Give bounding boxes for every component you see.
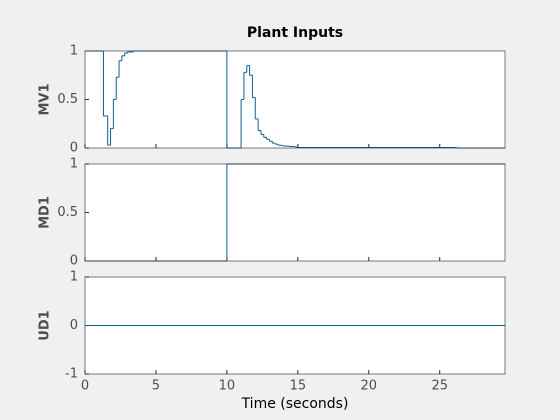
y-tick-label: 0 [70, 318, 78, 333]
y-tick-label: 0.5 [57, 92, 78, 107]
x-axis-label: Time (seconds) [241, 396, 349, 412]
axes-box [84, 50, 506, 149]
y-tick-label: 0 [70, 254, 78, 269]
axes-box [84, 276, 506, 375]
x-tick-label: 15 [290, 379, 307, 394]
x-tick-label: 25 [431, 379, 448, 394]
chart-title: Plant Inputs [247, 25, 343, 41]
x-tick-label: 5 [152, 379, 160, 394]
y-tick-label: 1 [70, 44, 78, 59]
y-tick-label: 0.5 [57, 205, 78, 220]
y-tick-label: 1 [70, 157, 78, 172]
y-axis-label: MD1 [38, 196, 53, 229]
axes-box [84, 163, 506, 262]
y-tick-label: 1 [70, 270, 78, 285]
y-tick-label: 0 [70, 141, 78, 156]
y-axis-label: MV1 [38, 83, 53, 115]
axes-background [85, 51, 505, 148]
axes-background [85, 164, 505, 261]
y-axis-label: UD1 [38, 310, 53, 340]
x-tick-label: 10 [219, 379, 236, 394]
x-tick-label: 20 [361, 379, 378, 394]
x-tick-label: 0 [81, 379, 89, 394]
y-tick-label: -1 [65, 367, 78, 382]
